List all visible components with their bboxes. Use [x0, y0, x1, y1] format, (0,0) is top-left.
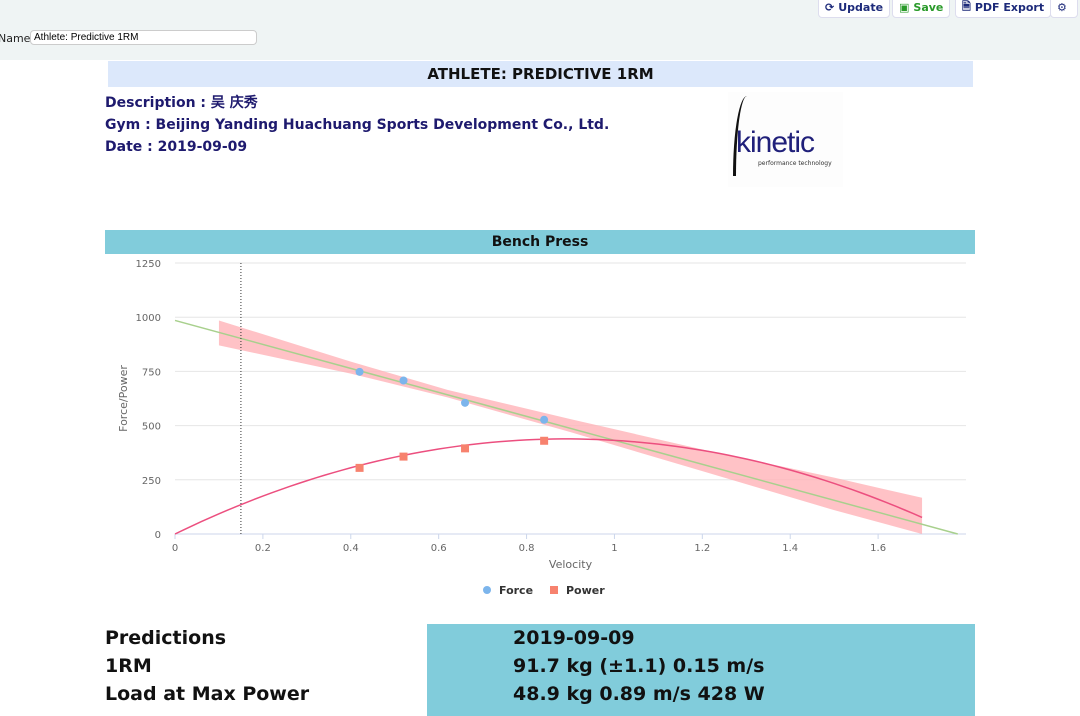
name-label: Name [0, 32, 31, 45]
refresh-icon: ⟳ [825, 0, 835, 14]
save-button[interactable]: ▣ Save [892, 0, 951, 18]
x-tick-label: 1 [611, 543, 617, 554]
power-point [355, 463, 364, 472]
document-export-icon: 🗎 [962, 0, 971, 13]
legend-power: Power [566, 584, 605, 597]
one-rm-value: 91.7 kg (±1.1) 0.15 m/s [513, 655, 765, 677]
settings-button[interactable]: ⚙ [1050, 0, 1078, 18]
y-tick-label: 1250 [136, 259, 161, 270]
power-point [399, 452, 408, 461]
x-tick-label: 0 [172, 543, 178, 554]
x-tick-label: 1.4 [782, 543, 798, 554]
y-tick-label: 500 [142, 422, 161, 433]
predictions-heading: Predictions [105, 627, 227, 649]
y-tick-label: 250 [142, 476, 161, 487]
predictions-labels: Predictions 1RM Load at Max Power [105, 624, 309, 708]
x-tick-label: 0.4 [343, 543, 359, 554]
x-tick-label: 0.6 [431, 543, 447, 554]
x-tick-label: 1.6 [870, 543, 886, 554]
save-icon: ▣ [899, 0, 910, 14]
power-point [461, 444, 470, 453]
x-tick-label: 1.2 [694, 543, 710, 554]
kinetic-logo: kinetic performance technology [728, 92, 843, 187]
power-point [540, 436, 549, 445]
section-title: Bench Press [105, 230, 975, 254]
y-tick-label: 750 [142, 367, 161, 378]
x-tick-label: 0.8 [519, 543, 535, 554]
gear-icon: ⚙ [1057, 0, 1067, 14]
report-title: ATHLETE: PREDICTIVE 1RM [108, 61, 973, 87]
gym: Gym : Beijing Yanding Huachuang Sports D… [105, 117, 610, 133]
legend-force-marker [483, 586, 491, 594]
force-velocity-chart: 0 250 500 750 1000 1250 0 0.2 0.4 0.6 0.8 1 1.2 1.4 1.… [117, 259, 966, 597]
legend-force: Force [499, 584, 533, 597]
top-toolbar: ⟳ Update ▣ Save 🗎 PDF Export ⚙ Name [0, 0, 1080, 60]
date: Date : 2019-09-09 [105, 139, 248, 155]
max-power-label: Load at Max Power [105, 683, 310, 705]
legend-power-marker [550, 586, 558, 594]
name-input[interactable] [30, 30, 257, 45]
pdf-export-button[interactable]: 🗎 PDF Export [955, 0, 1052, 18]
prediction-date: 2019-09-09 [513, 627, 635, 649]
x-tick-label: 0.2 [255, 543, 271, 554]
force-point [355, 367, 364, 376]
force-point [540, 415, 549, 424]
one-rm-label: 1RM [105, 655, 152, 677]
force-point [399, 376, 408, 385]
y-tick-label: 1000 [136, 313, 161, 324]
force-fit-line [174, 319, 958, 535]
report-info: Description : 吴 庆秀 Gym : Beijing Yanding… [105, 92, 625, 158]
force-point [461, 398, 470, 407]
x-axis-label: Velocity [549, 558, 593, 571]
y-tick-label: 0 [155, 530, 161, 541]
description: Description : 吴 庆秀 [105, 95, 258, 111]
confidence-band [218, 320, 923, 534]
power-fit-curve [174, 438, 923, 535]
y-axis-label: Force/Power [117, 365, 130, 432]
update-button[interactable]: ⟳ Update [818, 0, 891, 18]
max-power-value: 48.9 kg 0.89 m/s 428 W [513, 683, 765, 705]
predictions-values: 2019-09-09 91.7 kg (±1.1) 0.15 m/s 48.9 … [427, 624, 975, 716]
